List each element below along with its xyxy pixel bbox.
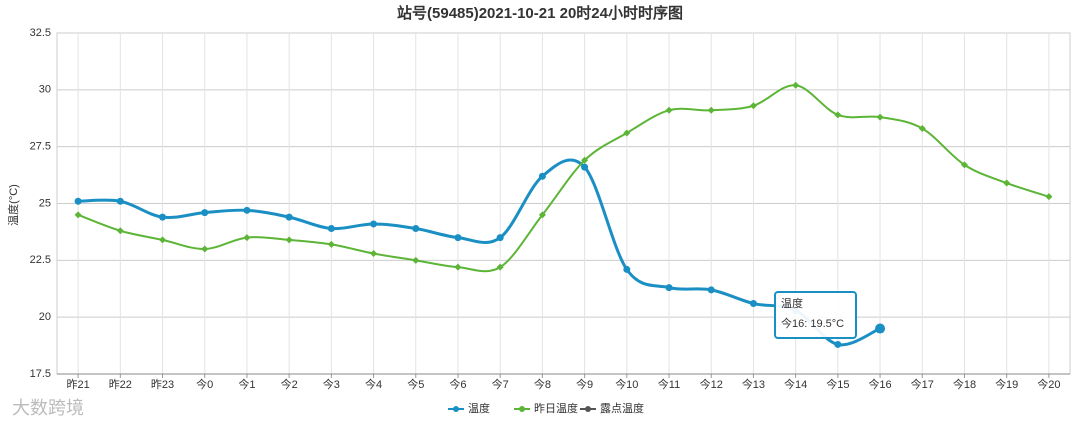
x-tick-label: 今1 [238, 377, 255, 391]
legend-label: 露点温度 [600, 401, 644, 415]
point [74, 211, 82, 219]
x-tick-label: 今6 [449, 377, 466, 391]
point [581, 156, 589, 164]
series-line [78, 158, 881, 347]
point [159, 236, 167, 244]
point [623, 129, 631, 137]
y-tick-label: 30 [39, 84, 51, 96]
x-tick-label: 今19 [995, 377, 1018, 391]
legend-label: 温度 [468, 401, 490, 415]
y-tick-label: 32.5 [30, 27, 51, 39]
point [327, 225, 335, 233]
point [116, 197, 124, 205]
point [834, 340, 842, 348]
point [707, 286, 715, 294]
y-tick-label: 25 [39, 197, 51, 209]
point [918, 124, 926, 132]
tooltip-title: 温度 [781, 296, 803, 310]
chart-title: 站号(59485)2021-10-21 20时24小时时序图 [397, 4, 683, 22]
point [665, 284, 673, 292]
point [201, 209, 209, 217]
x-tick-label: 今17 [911, 377, 934, 391]
x-tick-label: 今18 [953, 377, 976, 391]
point [74, 197, 82, 205]
x-tick-label: 今2 [281, 377, 298, 391]
x-tick-label: 今0 [196, 377, 213, 391]
x-tick-label: 昨22 [109, 378, 132, 391]
tooltip-label: 今16: 19.5°C [781, 316, 844, 330]
x-tick-label: 今3 [323, 377, 340, 391]
x-tick-label: 今12 [700, 377, 723, 391]
point [538, 172, 546, 180]
point [243, 206, 251, 214]
legend-marker [519, 406, 525, 412]
x-tick-label: 今5 [407, 377, 424, 391]
x-tick-label: 昨21 [66, 378, 89, 391]
x-tick-label: 今13 [742, 377, 765, 391]
y-axis-label: 温度(°C) [6, 184, 20, 226]
x-tick-label: 今16 [868, 377, 891, 391]
point [960, 161, 968, 169]
point [1045, 193, 1053, 201]
y-tick-label: 17.5 [30, 368, 51, 380]
point [116, 227, 124, 235]
point [201, 245, 209, 253]
x-tick-label: 今14 [784, 377, 807, 391]
point [285, 236, 293, 244]
tooltip [774, 291, 857, 339]
point [707, 106, 715, 114]
y-tick-label: 27.5 [30, 141, 51, 153]
point [454, 263, 462, 271]
point [749, 102, 757, 110]
point [412, 225, 420, 233]
x-tick-label: 今7 [492, 377, 509, 391]
point [623, 265, 631, 273]
point [581, 163, 589, 171]
x-tick-label: 昨23 [151, 378, 174, 391]
point [327, 240, 335, 248]
point [876, 113, 884, 121]
point [665, 106, 673, 114]
point [496, 234, 504, 242]
watermark: 大数跨境 [12, 398, 84, 418]
x-tick-label: 今20 [1037, 377, 1060, 391]
point [159, 213, 167, 221]
point [496, 263, 504, 271]
point [834, 111, 842, 119]
y-tick-label: 22.5 [30, 254, 51, 266]
x-tick-label: 今10 [615, 377, 638, 391]
point [1003, 179, 1011, 187]
x-tick-label: 今11 [658, 377, 680, 391]
point [243, 234, 251, 242]
point [454, 234, 462, 242]
point [875, 323, 886, 334]
y-tick-label: 20 [39, 311, 51, 323]
point [538, 211, 546, 219]
x-tick-label: 今15 [826, 377, 849, 391]
point [285, 213, 293, 221]
x-tick-label: 今9 [576, 377, 593, 391]
legend-marker [453, 406, 459, 412]
x-tick-label: 今4 [365, 377, 382, 391]
point [412, 256, 420, 264]
point [792, 81, 800, 89]
point [370, 250, 378, 258]
x-tick-label: 今8 [534, 377, 551, 391]
point [370, 220, 378, 228]
legend-marker [585, 406, 591, 412]
point [749, 300, 757, 308]
legend-label: 昨日温度 [534, 401, 578, 415]
